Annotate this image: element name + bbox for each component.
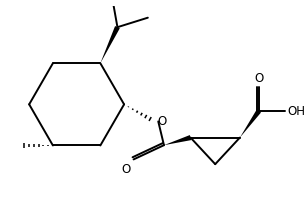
Polygon shape [240, 109, 261, 138]
Text: O: O [157, 115, 166, 128]
Polygon shape [100, 26, 120, 63]
Text: O: O [254, 72, 263, 85]
Text: O: O [121, 163, 131, 176]
Text: OH: OH [287, 105, 305, 117]
Polygon shape [164, 135, 191, 145]
